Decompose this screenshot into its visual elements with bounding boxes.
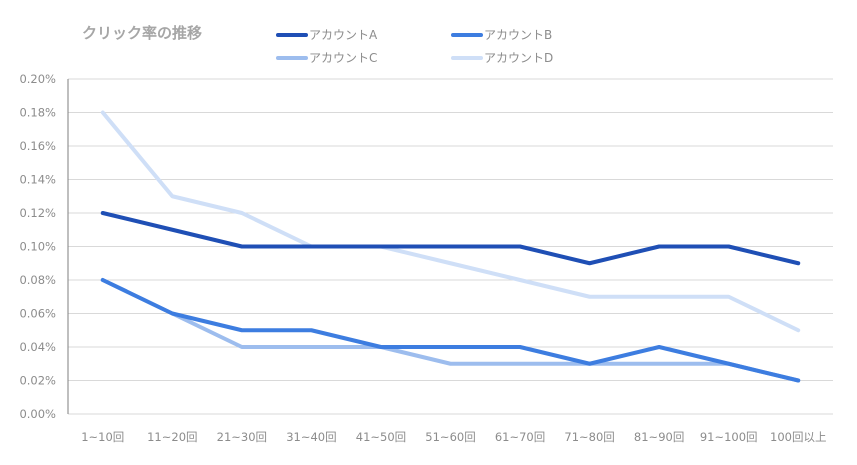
gridlines: [67, 78, 833, 415]
x-tick-label: 31~40回: [286, 430, 336, 444]
series-line-0: [100, 211, 801, 266]
x-tick-label: 41~50回: [356, 430, 406, 444]
series-line-3: [100, 110, 801, 333]
legend: アカウントA アカウントB アカウントC アカウントD: [276, 28, 553, 65]
x-tick-label: 100回以上: [770, 430, 826, 444]
y-tick-label: 0.02%: [19, 374, 56, 388]
y-tick-label: 0.14%: [19, 173, 56, 187]
x-axis-ticks: 1~10回 11~20回 21~30回 31~40回 41~50回 51~60回 61~70…: [81, 430, 826, 444]
y-tick-label: 0.20%: [19, 72, 56, 86]
series-line-2: [100, 278, 801, 383]
x-tick-label: 71~80回: [564, 430, 614, 444]
x-tick-label: 61~70回: [495, 430, 545, 444]
x-tick-label: 51~60回: [425, 430, 475, 444]
y-tick-label: 0.18%: [19, 106, 56, 120]
legend-label: アカウントA: [309, 28, 378, 42]
y-tick-label: 0.00%: [19, 407, 56, 421]
y-tick-label: 0.06%: [19, 307, 56, 321]
legend-label: アカウントC: [309, 51, 377, 65]
y-tick-label: 0.08%: [19, 273, 56, 287]
legend-label: アカウントB: [484, 28, 552, 42]
series-lines: [100, 110, 801, 383]
y-tick-label: 0.16%: [19, 139, 56, 153]
x-tick-label: 81~90回: [634, 430, 684, 444]
x-tick-label: 91~100回: [700, 430, 758, 444]
y-axis-ticks: 0.00% 0.02% 0.04% 0.06% 0.08% 0.10% 0.12% 0.14%…: [19, 72, 56, 421]
y-tick-label: 0.12%: [19, 206, 56, 220]
x-tick-label: 1~10回: [81, 430, 124, 444]
chart-title: クリック率の推移: [82, 24, 202, 42]
legend-label: アカウントD: [484, 51, 553, 65]
x-tick-label: 11~20回: [147, 430, 197, 444]
y-tick-label: 0.10%: [19, 240, 56, 254]
series-line-1: [100, 278, 801, 383]
y-tick-label: 0.04%: [19, 340, 56, 354]
x-tick-label: 21~30回: [217, 430, 267, 444]
